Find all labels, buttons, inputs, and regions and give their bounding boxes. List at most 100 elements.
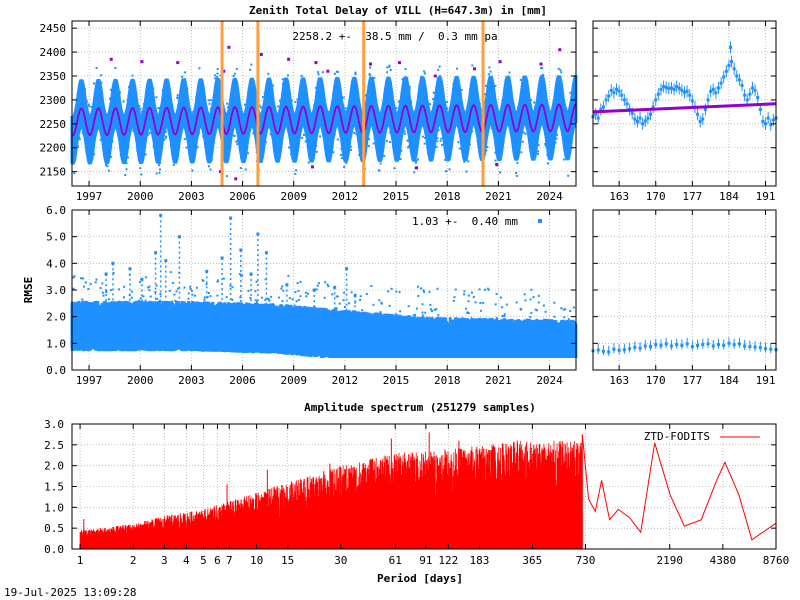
ztd-point bbox=[521, 122, 524, 125]
ztd-point bbox=[124, 152, 127, 155]
ztd-zoom-point bbox=[698, 119, 702, 123]
ztd-point bbox=[438, 65, 441, 68]
ztd-point bbox=[335, 88, 338, 91]
ztd-point bbox=[317, 73, 320, 76]
ztd-outlier bbox=[234, 177, 238, 181]
ztd-outlier bbox=[473, 67, 477, 71]
ztd-point bbox=[286, 74, 289, 77]
rmse-xtick-label: 2015 bbox=[383, 374, 410, 387]
rmse-point bbox=[72, 287, 75, 290]
ztd-point bbox=[233, 134, 236, 137]
ztd-point bbox=[371, 101, 374, 104]
ztd-point bbox=[125, 121, 128, 124]
rmse-point bbox=[326, 283, 329, 286]
ztd-point bbox=[167, 132, 170, 135]
rmse-point bbox=[359, 295, 362, 298]
ztd-point bbox=[102, 146, 105, 149]
ztd-point bbox=[291, 139, 294, 142]
ztd-point bbox=[446, 107, 449, 110]
ztd-point bbox=[546, 154, 549, 157]
ztd-point bbox=[549, 118, 552, 121]
rmse-point bbox=[567, 318, 570, 321]
ztd-point bbox=[250, 63, 253, 66]
rmse-zoom-point bbox=[696, 343, 700, 347]
rmse-point bbox=[87, 287, 90, 290]
ztd-point bbox=[344, 107, 347, 110]
ztd-point bbox=[471, 64, 474, 67]
ztd-point bbox=[225, 175, 228, 178]
ztd-zoom-point bbox=[641, 122, 645, 126]
ztd-point bbox=[557, 121, 560, 124]
ztd-point bbox=[368, 118, 371, 121]
ztd-point bbox=[173, 149, 176, 152]
rmse-zoom-point bbox=[701, 343, 705, 347]
rmse-xtick-label: 1997 bbox=[76, 374, 103, 387]
ztd-point bbox=[540, 66, 543, 69]
rmse-point bbox=[428, 290, 431, 293]
ztd-ytick-label: 2450 bbox=[40, 22, 67, 35]
ztd-point bbox=[450, 138, 453, 141]
ztd-point bbox=[424, 96, 427, 99]
ztd-point bbox=[373, 136, 376, 139]
rmse-spike-point bbox=[205, 269, 209, 273]
ztd-point bbox=[306, 112, 309, 115]
ztd-point bbox=[534, 143, 537, 146]
rmse-zoom-point bbox=[711, 344, 715, 348]
ztd-point bbox=[161, 89, 164, 92]
rmse-point bbox=[421, 314, 424, 317]
rmse-zoom-xtick-label: 184 bbox=[719, 374, 739, 387]
ztd-point bbox=[500, 133, 503, 136]
rmse-point bbox=[483, 288, 486, 291]
spectrum-legend-label: ZTD-FODITS bbox=[644, 430, 710, 443]
rmse-point bbox=[387, 290, 390, 293]
rmse-point bbox=[237, 303, 240, 306]
ztd-point bbox=[386, 66, 389, 69]
rmse-point bbox=[288, 297, 291, 300]
ztd-point bbox=[126, 156, 129, 159]
ztd-point bbox=[281, 82, 284, 85]
ztd-point bbox=[551, 141, 554, 144]
ztd-zoom-point bbox=[656, 92, 660, 96]
ztd-point bbox=[439, 111, 442, 114]
ztd-point bbox=[288, 92, 291, 95]
ztd-point bbox=[111, 132, 114, 135]
rmse-zoom-point bbox=[612, 347, 616, 351]
ztd-point bbox=[354, 71, 357, 74]
ztd-point bbox=[358, 142, 361, 145]
rmse-zoom-point bbox=[628, 347, 632, 351]
ztd-point bbox=[538, 122, 541, 125]
ztd-xtick-label: 2000 bbox=[127, 190, 154, 203]
rmse-point bbox=[168, 289, 171, 292]
ztd-point bbox=[243, 103, 246, 106]
rmse-zoom-point bbox=[607, 350, 611, 354]
rmse-point bbox=[270, 295, 273, 298]
rmse-point bbox=[407, 305, 410, 308]
ztd-point bbox=[129, 101, 132, 104]
rmse-point bbox=[327, 285, 330, 288]
ztd-outlier bbox=[109, 57, 113, 61]
ztd-point bbox=[517, 106, 520, 109]
ztd-zoom-point bbox=[649, 112, 653, 116]
ztd-point bbox=[467, 160, 470, 163]
ztd-point bbox=[226, 102, 229, 105]
rmse-spike-point bbox=[249, 272, 253, 276]
ztd-point bbox=[123, 123, 126, 126]
ztd-point bbox=[307, 161, 310, 164]
ztd-point bbox=[95, 130, 98, 133]
spectrum-bars bbox=[79, 440, 583, 549]
rmse-point bbox=[399, 310, 402, 313]
rmse-point bbox=[467, 300, 470, 303]
ztd-point bbox=[84, 136, 87, 139]
ztd-point bbox=[283, 84, 286, 87]
ztd-point bbox=[158, 171, 161, 174]
rmse-point bbox=[532, 296, 535, 299]
ztd-point bbox=[521, 140, 524, 143]
ztd-point bbox=[124, 173, 127, 176]
rmse-point bbox=[453, 319, 456, 322]
ztd-point bbox=[322, 100, 325, 103]
ztd-point bbox=[489, 75, 492, 78]
ztd-point bbox=[559, 88, 562, 91]
rmse-point bbox=[194, 294, 197, 297]
rmse-point bbox=[260, 305, 263, 308]
ztd-point bbox=[552, 136, 555, 139]
